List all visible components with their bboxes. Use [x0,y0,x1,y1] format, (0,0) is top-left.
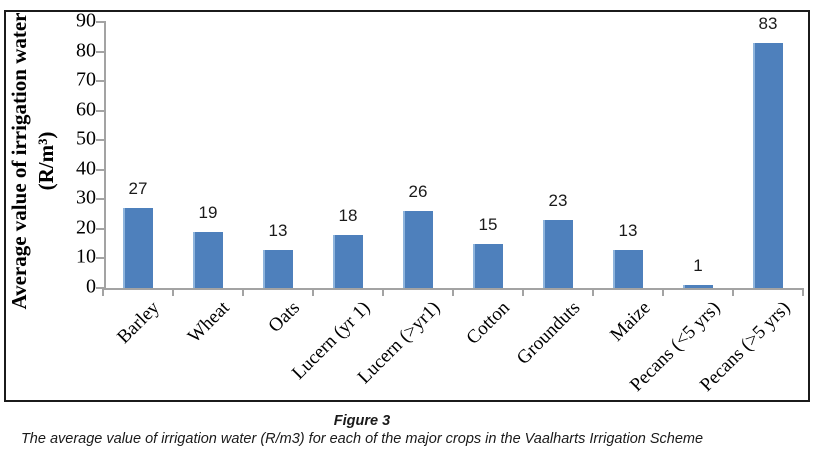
bar [263,250,293,288]
y-tick-mark [96,21,105,23]
y-tick-label: 30 [76,186,96,209]
figure-caption-text: The average value of irrigation water (R… [20,431,704,447]
x-tick-mark [802,289,804,296]
y-tick-mark [96,257,105,260]
y-tick-label: 20 [76,216,96,239]
y-tick-label: 50 [76,127,96,150]
bar [473,244,503,288]
y-tick-mark [96,139,105,142]
bar [543,220,573,288]
bar [683,285,713,288]
x-tick-mark [382,289,384,296]
bar-value-label: 26 [408,182,428,201]
bar [333,235,363,288]
x-tick-mark [242,289,244,296]
x-tick-mark [522,289,524,296]
x-category-label: Maize [605,297,655,346]
x-tick-mark [592,289,594,296]
x-tick-mark [662,289,664,296]
x-tick-mark [172,289,174,296]
bar-value-label: 15 [478,215,498,234]
y-tick-label: 80 [76,39,96,62]
bar-value-label: 83 [758,14,778,33]
bar-value-label: 27 [128,179,148,198]
bar-value-label: 13 [268,221,288,240]
figure-caption-title: Figure 3 [333,413,391,429]
bar-value-label: 13 [618,221,638,240]
y-tick-mark [96,80,105,83]
bar [403,211,433,288]
y-tick-label: 10 [76,246,96,269]
y-tick-mark [96,109,105,112]
y-axis-title-line1: Average value of irrigation water [7,12,31,310]
y-tick-label: 40 [76,157,96,180]
bar [193,232,223,288]
x-category-label: Grounduts [512,297,585,369]
x-tick-mark [102,289,104,296]
bar-value-label: 23 [548,191,568,210]
y-tick-mark [96,168,105,171]
figure-caption: Figure 3 The average value of irrigation… [0,413,724,448]
bar-value-label: 1 [693,256,703,275]
y-tick-label: 90 [76,9,96,32]
x-category-label: Oats [264,297,305,337]
x-category-label: Barley [113,297,165,348]
y-tick-mark [96,50,105,53]
y-tick-mark [96,198,105,201]
x-tick-mark [312,289,314,296]
y-tick-label: 0 [86,275,96,298]
y-tick-mark [96,227,105,230]
bar [753,43,783,288]
y-axis-title: Average value of irrigation water (R/m³) [6,0,60,341]
bar [123,208,153,288]
y-tick-label: 60 [76,98,96,121]
x-category-label: Wheat [184,297,235,348]
figure-border [4,10,810,402]
x-tick-mark [452,289,454,296]
bar-value-label: 19 [198,203,218,222]
y-tick-mark [96,287,105,289]
y-axis-line [104,21,106,290]
x-category-label: Cotton [462,297,515,349]
x-tick-mark [732,289,734,296]
bar-value-label: 18 [338,206,358,225]
bar [613,250,643,288]
y-tick-label: 70 [76,68,96,91]
